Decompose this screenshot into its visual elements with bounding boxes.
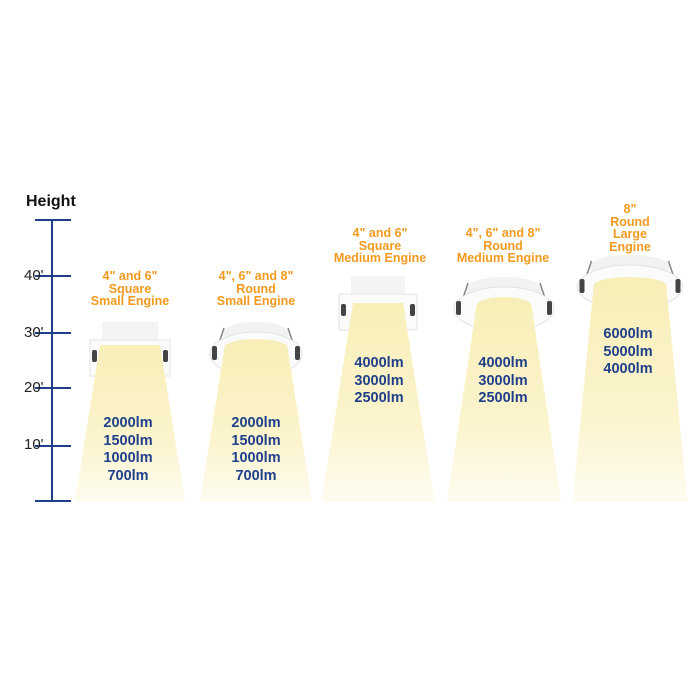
label-size: 4", 6" and 8" (465, 226, 541, 240)
fixture-clip (579, 279, 585, 293)
light-beam (447, 303, 561, 502)
label-shape: Round (236, 281, 276, 296)
product-label: 4" and 6" Square Small Engine (91, 270, 170, 308)
lumen-list: 4000lm 3000lm 2500lm (478, 355, 527, 408)
label-size: 8" (623, 202, 637, 216)
product-label: 4" and 6" Square Medium Engine (334, 227, 426, 265)
lumen-value: 6000lm (603, 326, 653, 342)
lumen-value: 2500lm (478, 390, 528, 407)
fixture-clip (456, 301, 461, 315)
fixture-housing (102, 322, 158, 340)
label-shape: Round (483, 238, 523, 253)
light-lens (225, 339, 287, 355)
label-size: 4" and 6" (102, 269, 158, 283)
lumen-value: 2500lm (354, 390, 404, 407)
tick-label-30: 30' (24, 324, 44, 341)
lumen-list: 2000lm 1500lm 1000lm 700lm (103, 415, 152, 485)
lumen-value: 1500lm (231, 432, 281, 449)
product-label: 4", 6" and 8" Round Medium Engine (457, 227, 549, 265)
label-engine: Medium Engine (456, 251, 550, 265)
fixture-clip (163, 350, 168, 362)
fixture-housing (351, 276, 405, 294)
tick-label-40: 40' (24, 267, 44, 284)
lumen-value: 3000lm (354, 372, 404, 389)
lumen-value: 2000lm (103, 415, 153, 431)
tick-label-10: 10' (24, 436, 44, 453)
light-lens (477, 297, 531, 313)
height-axis (35, 219, 71, 502)
fixture-clip (212, 346, 217, 360)
label-engine: Small Engine (216, 294, 296, 308)
lumen-value: 2000lm (231, 415, 281, 431)
fixture-clip (675, 279, 681, 293)
light-beam (200, 345, 312, 502)
fixture-clip (410, 304, 415, 316)
lumen-value: 4000lm (603, 361, 653, 378)
label-engine: Small Engine (90, 294, 170, 308)
axis-title: Height (26, 193, 76, 210)
lumen-list: 2000lm 1500lm 1000lm 700lm (231, 415, 280, 485)
lumen-value: 1500lm (103, 432, 153, 449)
label-shape: Round (610, 214, 650, 229)
light-beam (572, 283, 688, 502)
product-label: 4", 6" and 8" Round Small Engine (217, 270, 296, 308)
label-engine: Medium Engine (333, 251, 427, 265)
lumen-value: 1000lm (103, 450, 153, 467)
lumen-value: 1000lm (231, 450, 281, 467)
label-size: 4" and 6" (352, 226, 408, 240)
lumen-value: 700lm (107, 467, 149, 484)
fixture-clip (295, 346, 300, 360)
tick-label-20: 20' (24, 379, 44, 396)
light-beam (321, 303, 435, 502)
light-lens (594, 277, 666, 293)
lumen-value: 3000lm (478, 372, 528, 389)
light-beam (75, 345, 185, 502)
lumen-list: 6000lm 5000lm 4000lm (603, 326, 652, 379)
lumen-value: 4000lm (354, 355, 404, 371)
label-shape: Square (358, 238, 402, 253)
lumen-value: 5000lm (603, 343, 653, 360)
label-shape: Square (108, 281, 152, 296)
product-label: 8" Round Large Engine (595, 203, 665, 253)
fixture-clip (92, 350, 97, 362)
fixture-clip (341, 304, 346, 316)
lumen-value: 4000lm (478, 355, 528, 371)
lumen-list: 4000lm 3000lm 2500lm (354, 355, 403, 408)
fixture-clip (547, 301, 552, 315)
label-engine: Large Engine (609, 227, 651, 254)
label-size: 4", 6" and 8" (218, 269, 294, 283)
lumen-value: 700lm (235, 467, 277, 484)
